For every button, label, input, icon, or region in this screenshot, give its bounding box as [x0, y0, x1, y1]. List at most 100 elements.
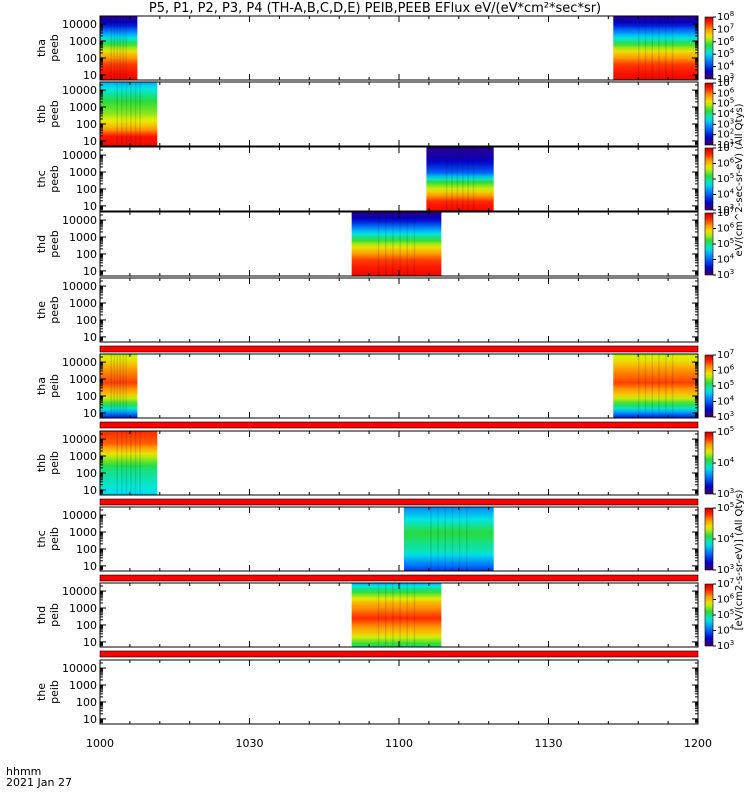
- panel-ylabel-probe: thc: [35, 530, 48, 547]
- y-tick-label: 100: [76, 390, 97, 403]
- colorbar-tick-label: 107: [717, 76, 734, 89]
- colorbar-6: [704, 431, 714, 495]
- y-tick-label: 10000: [62, 433, 97, 446]
- colorbar-tick-label: 106: [717, 157, 735, 170]
- colorbar-tick-label: 105: [717, 425, 734, 438]
- panel-ylabel-product: peib: [48, 374, 61, 398]
- y-tick-label: 10: [83, 265, 97, 278]
- quality-flag-bar-6: [99, 498, 699, 506]
- panel-frame-2: [99, 146, 699, 212]
- panel-ylabel-probe: thc: [35, 170, 48, 187]
- quality-flag-bar-5: [99, 421, 699, 429]
- y-tick-label: 10000: [62, 356, 97, 369]
- colorbar-label-ion: [eV/(cm2-s-sr-eV)] (All Qtys): [734, 490, 745, 631]
- colorbar-tick-label: 104: [717, 395, 735, 408]
- y-tick-label: 100: [76, 52, 97, 65]
- panel-frame-0: [99, 15, 699, 81]
- y-tick-label: 10000: [62, 662, 97, 675]
- panel-frame-6: [99, 430, 699, 496]
- colorbar-3: [704, 212, 714, 276]
- panel-ylabel-product: peib: [48, 680, 61, 704]
- y-tick-label: 100: [76, 183, 97, 196]
- y-tick-label: 1000: [69, 35, 97, 48]
- date-label: 2021 Jan 27: [6, 776, 72, 789]
- colorbar-tick-label: 106: [717, 364, 735, 377]
- panel-ylabel-product: peeb: [48, 296, 61, 324]
- y-tick-label: 100: [76, 543, 97, 556]
- panel-ylabel-probe: thb: [35, 105, 48, 123]
- x-tick-label: 1200: [684, 737, 712, 750]
- colorbar-tick-label: 103: [717, 487, 734, 500]
- spectrogram-block-3-0: [351, 212, 442, 276]
- panel-ylabel-product: peib: [48, 527, 61, 551]
- y-tick-label: 10: [83, 484, 97, 497]
- colorbar-tick-label: 105: [717, 97, 734, 110]
- colorbar-tick-label: 104: [717, 188, 735, 201]
- y-tick-label: 10000: [62, 509, 97, 522]
- y-tick-label: 100: [76, 619, 97, 632]
- panel-ylabel-product: peeb: [48, 100, 61, 128]
- colorbar-tick-label: 103: [717, 563, 734, 576]
- colorbar-tick-label: 108: [717, 10, 734, 23]
- quality-flag-bar-7: [99, 574, 699, 582]
- y-tick-label: 10: [83, 200, 97, 213]
- colorbar-tick-label: 103: [717, 410, 734, 423]
- y-tick-label: 1000: [69, 297, 97, 310]
- quality-flag-bar-8: [99, 650, 699, 658]
- colorbar-tick-label: 103: [717, 203, 734, 216]
- y-tick-label: 1000: [69, 602, 97, 615]
- colorbar-tick-label: 104: [717, 253, 735, 266]
- colorbar-1: [704, 82, 714, 146]
- y-tick-label: 10000: [62, 214, 97, 227]
- colorbar-tick-label: 106: [717, 593, 735, 606]
- colorbar-7: [704, 507, 714, 571]
- spectrogram-block-1-0: [100, 82, 158, 146]
- spectrogram-block-6-0: [100, 431, 158, 495]
- spectrogram-block-5-0: [100, 354, 138, 418]
- y-tick-label: 10000: [62, 280, 97, 293]
- time-format-label: hhmm: [6, 765, 42, 778]
- y-tick-label: 1000: [69, 450, 97, 463]
- colorbar-tick-label: 105: [717, 608, 734, 621]
- panel-ylabel-product: peib: [48, 451, 61, 475]
- panel-ylabel-product: peeb: [48, 165, 61, 193]
- panel-ylabel-product: peeb: [48, 34, 61, 62]
- y-tick-label: 1000: [69, 526, 97, 539]
- colorbar-tick-label: 107: [717, 206, 734, 219]
- colorbar-tick-label: 107: [717, 141, 734, 154]
- colorbar-tick-label: 103: [717, 268, 734, 281]
- colorbar-tick-label: 104: [717, 624, 735, 637]
- y-tick-label: 10: [83, 407, 97, 420]
- panel-ylabel-probe: the: [35, 301, 48, 319]
- panel-ylabel-probe: tha: [35, 377, 48, 395]
- panel-ylabel-probe: thd: [35, 235, 48, 253]
- spectrogram-block-0-0: [100, 16, 138, 80]
- spectrogram-block-8-0: [351, 583, 442, 647]
- y-tick-label: 100: [76, 118, 97, 131]
- colorbar-tick-label: 106: [717, 35, 735, 48]
- quality-flag-bar-4: [99, 345, 699, 353]
- panel-ylabel-probe: tha: [35, 39, 48, 57]
- colorbar-tick-label: 103: [717, 117, 734, 130]
- spectrogram-block-2-0: [426, 147, 494, 211]
- colorbar-2: [704, 147, 714, 211]
- x-tick-label: 1130: [535, 737, 563, 750]
- colorbar-tick-label: 101: [717, 138, 734, 151]
- panel-ylabel-product: peeb: [48, 230, 61, 258]
- y-tick-label: 10: [83, 135, 97, 148]
- colorbar-tick-label: 104: [717, 532, 735, 545]
- panel-ylabel-probe: thb: [35, 454, 48, 472]
- colorbar-tick-label: 105: [717, 237, 734, 250]
- y-tick-label: 10: [83, 69, 97, 82]
- time-axis-caption: hhmm 2021 Jan 27: [6, 766, 72, 788]
- colorbar-5: [704, 354, 714, 418]
- y-tick-label: 100: [76, 248, 97, 261]
- y-tick-label: 10000: [62, 84, 97, 97]
- y-tick-label: 10: [83, 713, 97, 726]
- colorbar-tick-label: 105: [717, 47, 734, 60]
- y-tick-label: 1000: [69, 101, 97, 114]
- spectrogram-block-7-0: [403, 507, 494, 571]
- colorbar-tick-label: 105: [717, 379, 734, 392]
- colorbar-tick-label: 103: [717, 72, 734, 85]
